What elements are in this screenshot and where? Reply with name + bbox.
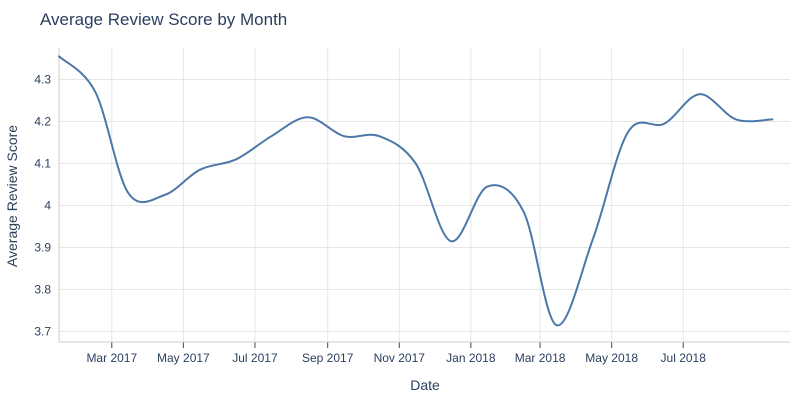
series-layer (58, 55, 774, 327)
x-tick-label: Mar 2017 (86, 351, 137, 365)
y-tick-label: 4.2 (34, 115, 51, 129)
x-axis-label: Date (410, 377, 440, 393)
y-tick-label: 4.1 (34, 157, 51, 171)
x-tick-label: Nov 2017 (374, 351, 426, 365)
y-tick-label: 3.9 (34, 241, 51, 255)
labels-layer: Average Review Score by Month Date Avera… (4, 10, 706, 393)
x-tick-label: May 2018 (585, 351, 638, 365)
axes-layer (58, 48, 790, 348)
x-tick-label: Sep 2017 (302, 351, 354, 365)
series-line-0 (58, 55, 774, 327)
y-tick-label: 4.3 (34, 73, 51, 87)
x-tick-label: Jan 2018 (446, 351, 496, 365)
chart-title: Average Review Score by Month (40, 10, 287, 29)
x-tick-label: Mar 2018 (515, 351, 566, 365)
grid-layer (59, 48, 790, 342)
x-tick-label: Jul 2017 (232, 351, 278, 365)
x-tick-label: Jul 2018 (661, 351, 707, 365)
y-tick-label: 3.7 (34, 325, 51, 339)
y-tick-label: 4 (44, 199, 51, 213)
y-axis-label: Average Review Score (4, 125, 20, 267)
x-tick-label: May 2017 (157, 351, 210, 365)
y-tick-label: 3.8 (34, 283, 51, 297)
